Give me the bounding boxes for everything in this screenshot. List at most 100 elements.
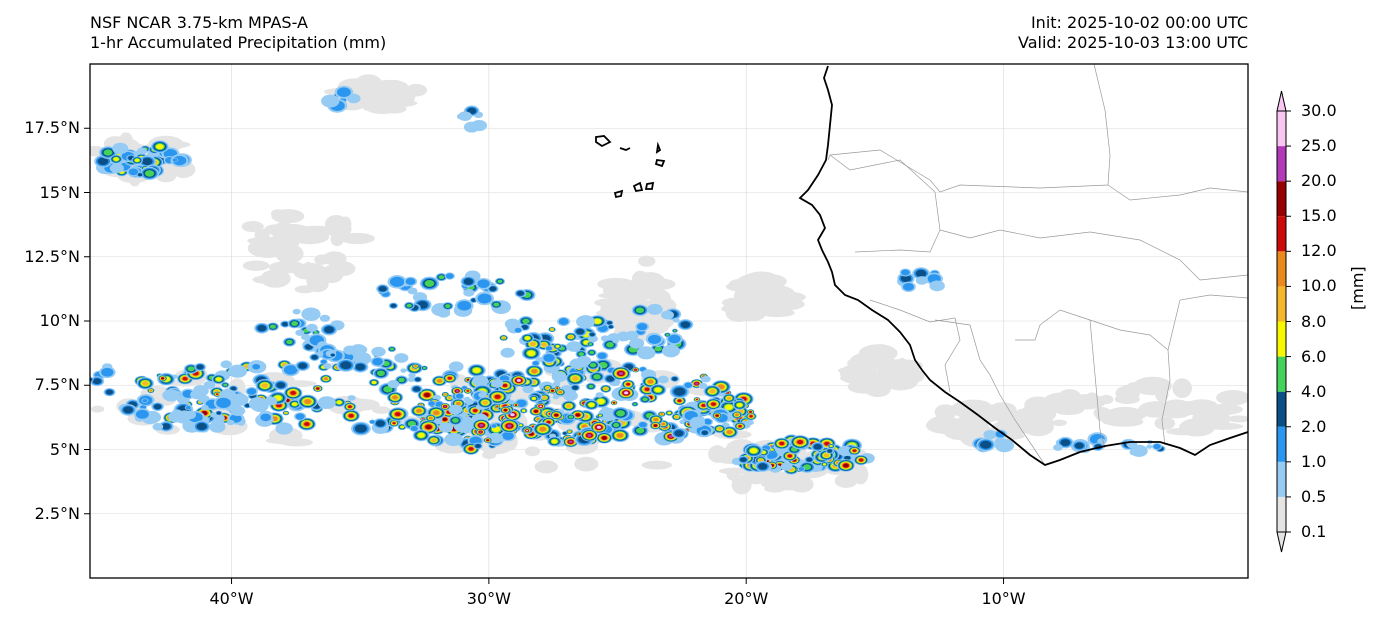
precip-cell: [314, 254, 330, 265]
precip-cell: [749, 415, 753, 418]
precip-cell: [661, 344, 680, 358]
precip-cell: [1146, 444, 1153, 449]
precip-cell: [313, 330, 318, 334]
precip-cell: [929, 280, 945, 292]
colorbar-tick-label: 25.0: [1301, 136, 1337, 156]
precip-cell: [406, 303, 412, 308]
precip-cell: [456, 401, 461, 406]
precip-cell: [576, 315, 596, 329]
precip-cell: [407, 376, 415, 382]
precip-cell: [241, 221, 264, 233]
colorbar-min-extend: [1276, 531, 1287, 553]
colorbar-tick-label: 0.5: [1301, 486, 1327, 506]
precip-cell: [408, 372, 416, 378]
precip-cell: [134, 158, 140, 163]
precip-cell: [994, 437, 1006, 446]
precip-cell: [529, 341, 537, 347]
precip-cell: [1227, 415, 1248, 423]
precip-cell: [554, 413, 559, 417]
precip-cell: [223, 383, 228, 387]
precip-cell: [281, 380, 317, 388]
precip-cell: [291, 321, 299, 326]
precip-cell: [555, 345, 560, 348]
precip-cell: [438, 422, 454, 433]
precip-cell: [215, 377, 222, 382]
precip-cell: [364, 97, 384, 105]
precip-cell: [463, 121, 480, 133]
precip-cell: [934, 404, 957, 420]
precip-cell: [271, 209, 305, 224]
precip-cell: [915, 276, 929, 285]
precip-cell: [1043, 392, 1079, 409]
precip-cell: [152, 422, 164, 431]
precip-cell: [575, 413, 580, 417]
precip-cell: [606, 375, 615, 382]
valid-time: Valid: 2025-10-03 13:00 UTC: [1017, 33, 1248, 52]
precip-cell: [425, 425, 432, 429]
precip-cell: [703, 418, 712, 425]
precip-cell: [230, 386, 237, 391]
colorbar-tick-label: 30.0: [1301, 101, 1337, 120]
precip-cell: [613, 422, 620, 428]
precip-cell: [551, 439, 558, 444]
precip-cell: [864, 380, 891, 398]
precip-cell: [668, 435, 673, 438]
colorbar-segment: [1277, 461, 1286, 497]
precip-cell: [355, 363, 366, 371]
precip-cell: [542, 396, 547, 400]
precip-cell: [1154, 416, 1176, 430]
precip-cell: [383, 385, 393, 393]
border-line: [939, 229, 1248, 281]
precip-cell: [871, 349, 890, 362]
precip-cell: [283, 365, 298, 375]
precip-cell: [526, 429, 529, 432]
precip-cell: [455, 389, 459, 393]
precip-cell: [1099, 394, 1114, 405]
precip-cell: [574, 456, 599, 472]
precip-cell: [282, 322, 289, 327]
precip-cell: [252, 364, 261, 370]
precip-cell: [246, 388, 257, 395]
precip-cell: [534, 460, 558, 474]
precip-cell: [684, 382, 693, 388]
precip-cell: [556, 387, 559, 389]
precip-cell: [491, 424, 497, 428]
precip-cell: [717, 427, 722, 431]
precip-cell: [92, 378, 102, 385]
precip-cell: [595, 392, 604, 398]
precip-cell: [636, 323, 648, 331]
precip-cell: [493, 302, 500, 307]
precip-cell: [724, 404, 733, 411]
y-tick-label: 5°N: [49, 439, 80, 459]
precip-cell: [348, 405, 352, 409]
border-line: [1107, 184, 1248, 201]
precip-cell: [291, 402, 298, 407]
precip-cell: [589, 362, 597, 368]
precip-cell: [568, 335, 574, 339]
precip-cell: [1101, 415, 1137, 426]
precip-cell: [660, 413, 664, 416]
precip-cell: [894, 373, 917, 388]
precip-cell: [101, 367, 114, 377]
precip-cell: [588, 342, 593, 346]
precip-cell: [494, 394, 501, 399]
precip-cell: [444, 304, 451, 309]
precip-cell: [822, 463, 827, 466]
precip-cell: [527, 350, 536, 357]
precip-cell: [203, 381, 216, 389]
precip-cell: [593, 374, 601, 380]
precip-cell: [915, 269, 927, 278]
precip-cell: [539, 405, 542, 408]
precip-cell: [496, 405, 499, 407]
precip-cell: [524, 336, 531, 341]
precip-cell: [758, 296, 781, 310]
precip-cell: [451, 418, 459, 423]
precip-cell: [668, 334, 681, 344]
precip-cell: [543, 353, 555, 362]
precip-cell: [182, 377, 188, 381]
precip-cell: [576, 328, 585, 335]
y-tick-label: 7.5°N: [34, 375, 80, 395]
precip-cell: [519, 424, 523, 427]
precip-cell: [371, 79, 409, 94]
precip-cell: [305, 344, 313, 350]
